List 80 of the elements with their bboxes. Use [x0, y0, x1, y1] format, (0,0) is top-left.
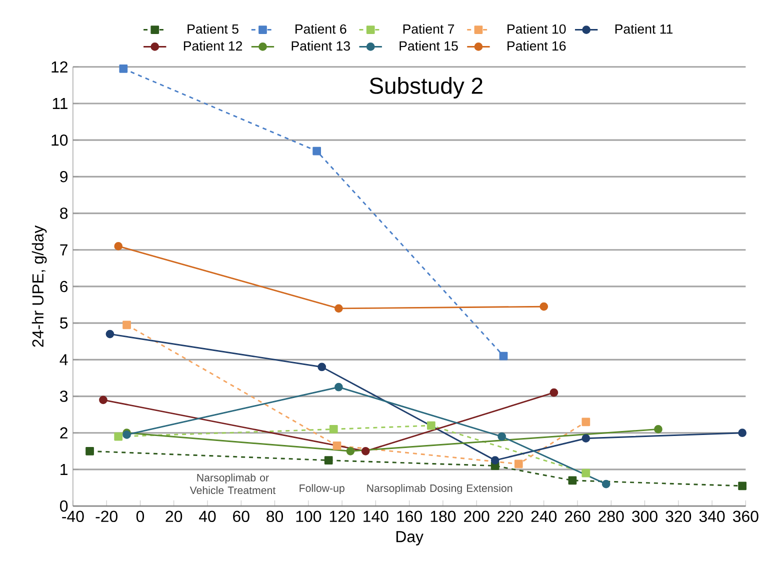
x-tick-label: 20: [166, 510, 182, 522]
x-tick-label: 300: [632, 510, 658, 522]
point: [122, 320, 131, 330]
point: [334, 304, 343, 313]
point: [114, 242, 123, 250]
point: [738, 428, 746, 437]
y-tick-label: 1: [60, 464, 68, 475]
x-tick-label: 340: [699, 510, 725, 522]
point: [498, 432, 506, 441]
y-tick-label: 10: [52, 134, 68, 146]
point: [318, 362, 326, 372]
point: [99, 396, 108, 404]
x-tick-label: 60: [233, 510, 250, 522]
x-tick-label: 160: [397, 510, 422, 522]
y-tick-label: 6: [60, 280, 68, 292]
y-tick-label: 0: [60, 500, 68, 512]
x-tick-label: -20: [96, 510, 118, 522]
legend-label: Patient 7: [403, 24, 454, 34]
legend-label: Patient 12: [184, 40, 242, 51]
x-tick-label: 320: [666, 510, 692, 522]
y-tick-label: 7: [60, 244, 68, 256]
point: [106, 330, 114, 338]
x-tick-label: 360: [732, 510, 758, 522]
x-axis-title: Day: [396, 531, 424, 546]
point: [550, 388, 558, 397]
y-tick-label: 9: [60, 170, 68, 182]
legend-label: Patient 15: [400, 40, 458, 51]
point: [499, 352, 508, 360]
point: [346, 446, 355, 456]
point: [582, 468, 590, 478]
point: [582, 418, 590, 426]
point: [312, 146, 321, 156]
x-tick-label: 180: [430, 510, 456, 522]
legend-label: Patient 16: [508, 40, 566, 51]
point: [490, 456, 500, 464]
point: [332, 441, 342, 450]
x-tick-label: 140: [364, 510, 388, 522]
x-tick-label: 100: [296, 510, 322, 522]
y-tick-label: 4: [60, 354, 68, 366]
x-tick-label: 0: [136, 510, 144, 522]
y-tick-label: 2: [60, 427, 68, 438]
point: [114, 432, 123, 441]
x-tick-label: 200: [464, 510, 490, 522]
y-tick-label: 8: [60, 208, 68, 219]
x-tick-label: 220: [498, 510, 523, 522]
point: [361, 446, 370, 456]
annotation: Narsoplimab Dosing Extension: [367, 484, 512, 494]
y-tick-label: 12: [52, 61, 68, 72]
point: [602, 480, 610, 488]
x-tick-label: 260: [564, 510, 590, 522]
y-axis-title: 24-hr UPE, g/day: [32, 225, 47, 347]
point: [738, 482, 746, 490]
annotation: Follow-up: [300, 484, 344, 494]
point: [334, 382, 343, 392]
x-tick-label: -40: [62, 510, 84, 522]
point: [329, 424, 338, 434]
legend-label: Patient 5: [188, 24, 238, 34]
x-tick-label: 40: [199, 510, 216, 522]
y-tick-label: 11: [52, 98, 68, 109]
y-tick-label: 3: [60, 390, 68, 402]
point: [568, 476, 577, 485]
point: [119, 64, 128, 73]
point: [540, 302, 548, 311]
point: [324, 456, 333, 464]
chart-title: Substudy 2: [370, 76, 482, 98]
annotation: Narsoplimab or Vehicle Treatment: [190, 474, 276, 494]
point: [582, 434, 590, 442]
point: [654, 424, 662, 434]
x-tick-label: 240: [531, 510, 557, 522]
x-tick-label: 80: [266, 510, 284, 522]
point: [514, 460, 523, 468]
point: [86, 446, 94, 456]
x-tick-label: 280: [598, 510, 624, 522]
legend-label: Patient 10: [508, 24, 566, 34]
legend-label: Patient 13: [292, 40, 350, 51]
point: [426, 421, 436, 430]
legend-label: Patient 11: [615, 24, 673, 34]
y-tick-label: 5: [60, 317, 68, 329]
x-tick-label: 120: [330, 510, 355, 522]
legend-label: Patient 6: [296, 24, 346, 34]
